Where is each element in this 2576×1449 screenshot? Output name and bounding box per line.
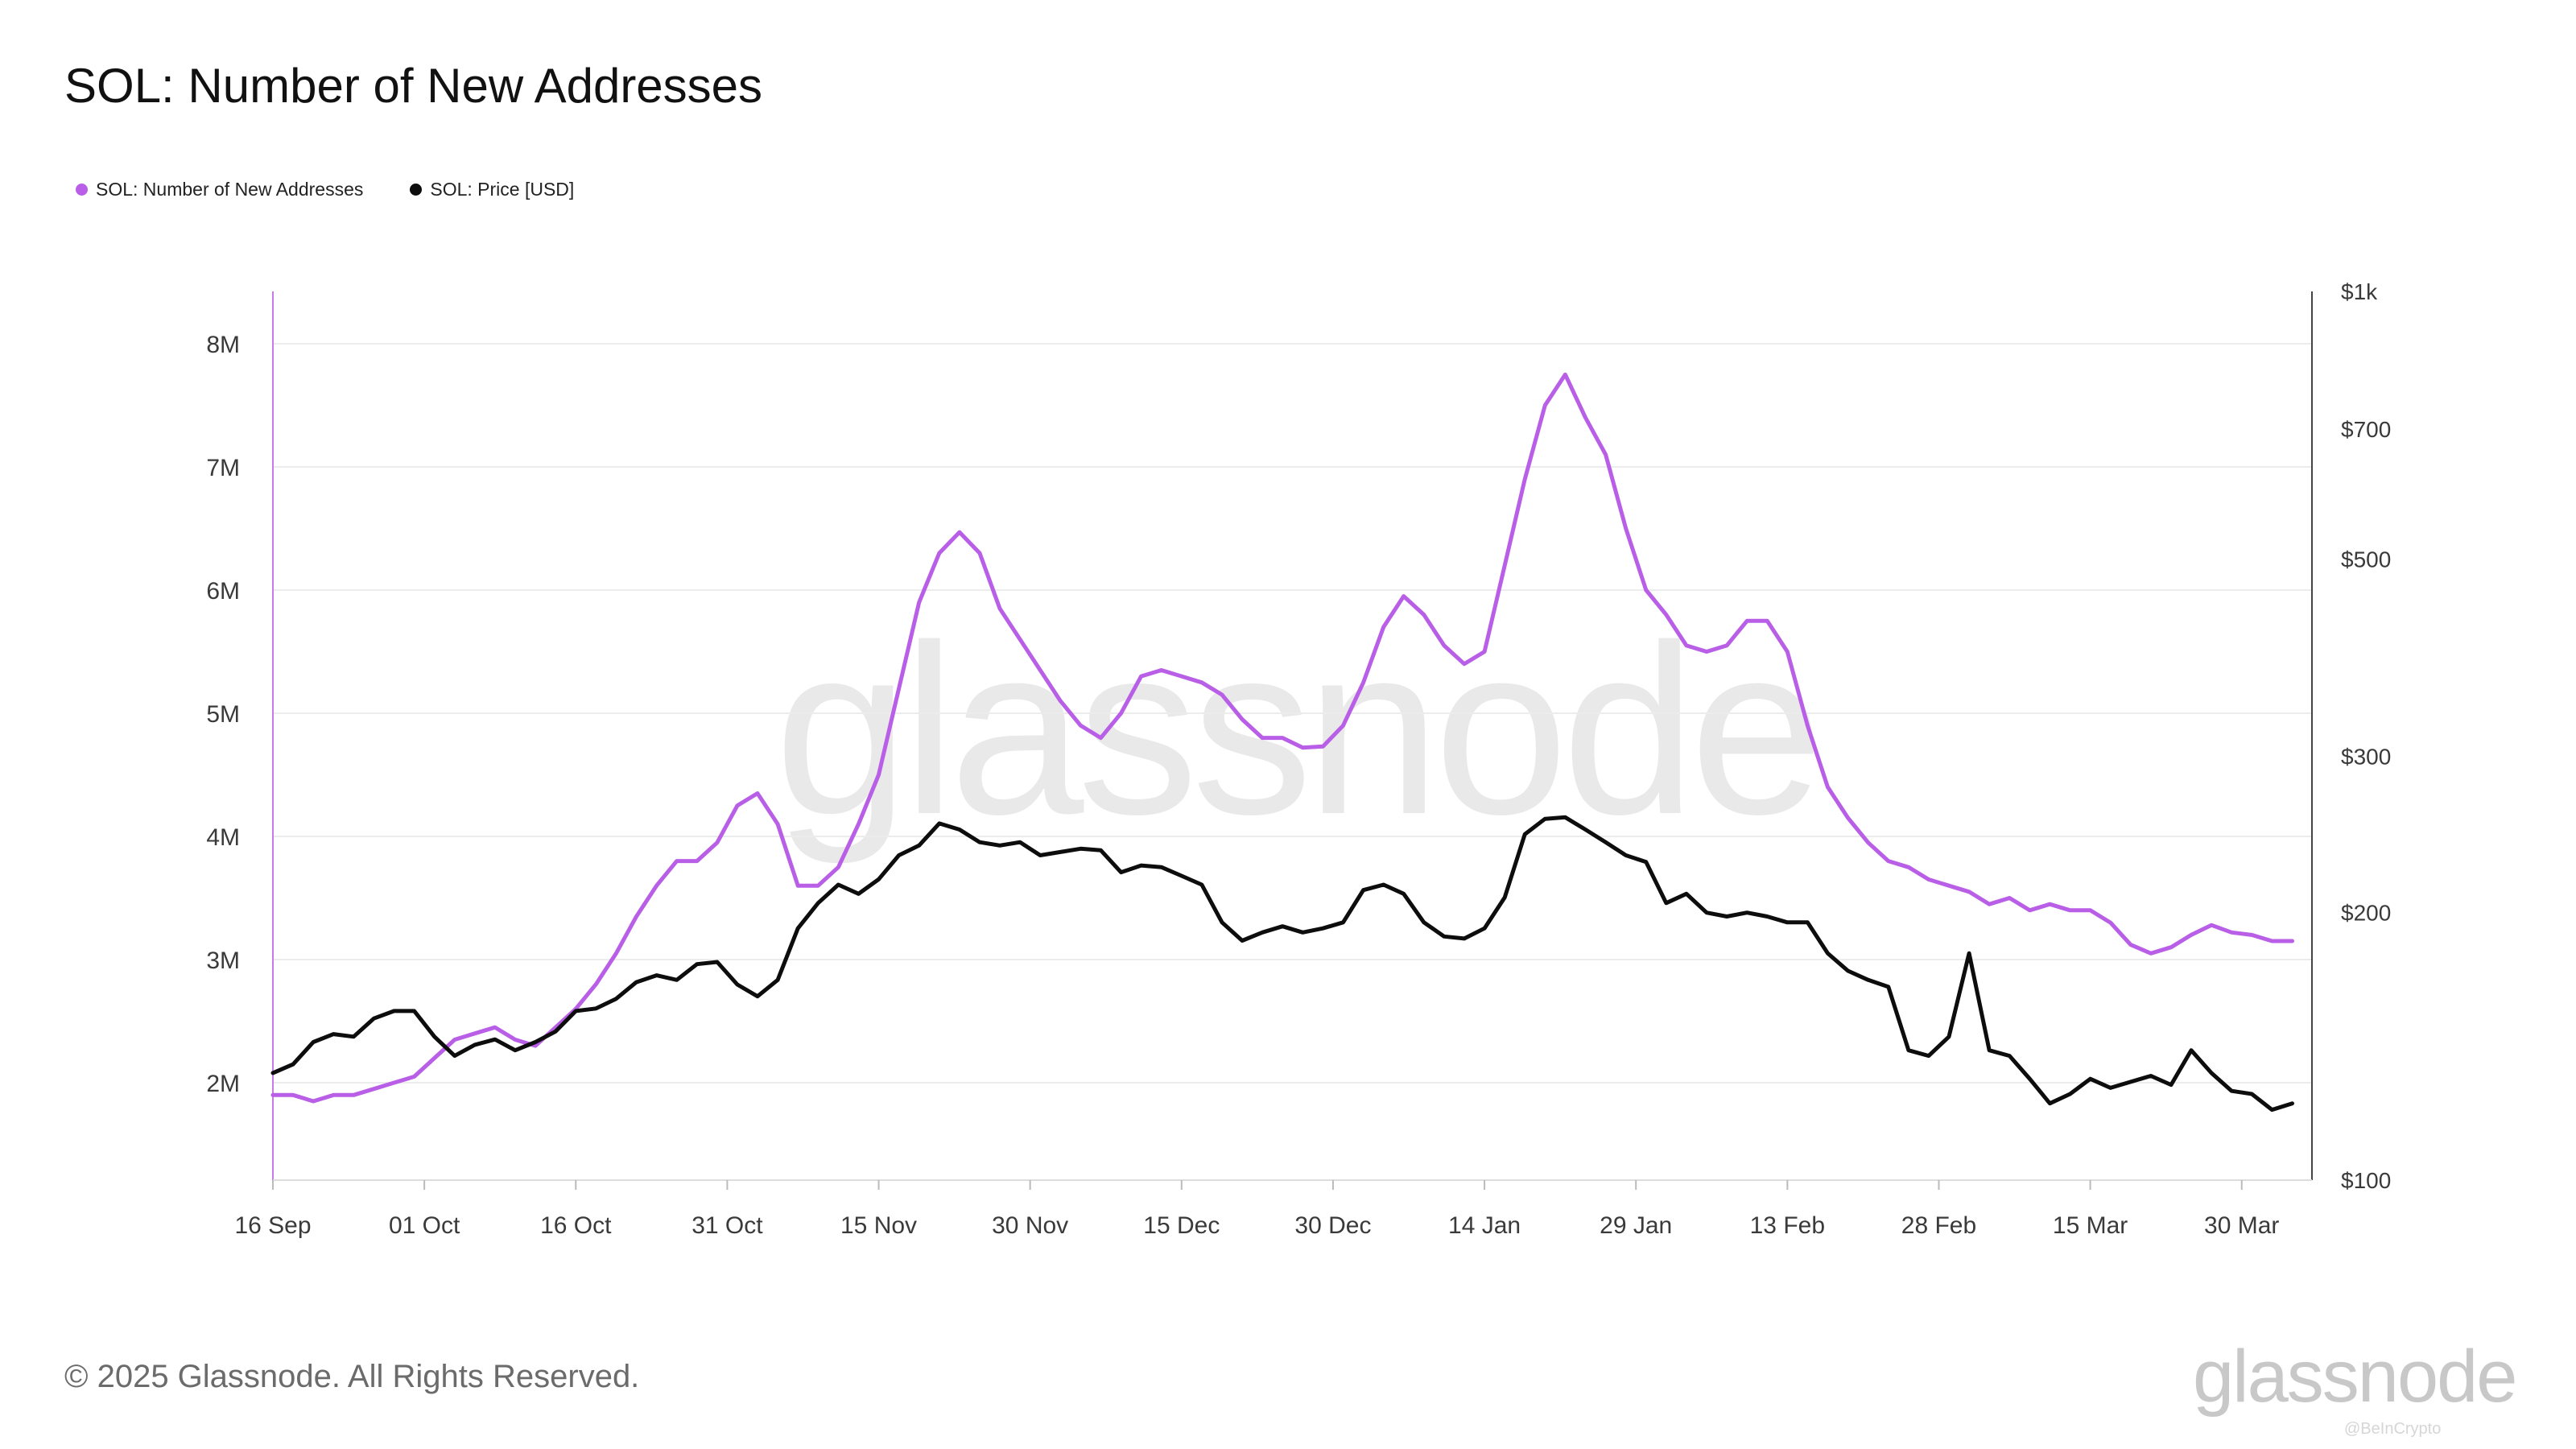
left-axis-tick-label: 5M: [206, 701, 240, 728]
right-axis-tick-label: $100: [2341, 1168, 2391, 1193]
glassnode-logo: glassnode: [2193, 1335, 2517, 1418]
left-axis-tick-label: 3M: [206, 947, 240, 974]
x-axis-tick-label: 16 Oct: [540, 1212, 612, 1239]
right-axis-ticks: $100 $200 $300 $500 $700 $1k: [2341, 279, 2391, 1193]
x-axis-tick-label: 29 Jan: [1600, 1212, 1672, 1239]
chart-axes: [272, 291, 2313, 1181]
x-axis-tick-label: 15 Dec: [1143, 1212, 1220, 1239]
x-axis-ticks: 16 Sep 01 Oct 16 Oct 31 Oct 15 Nov 30 Nov 15 D…: [234, 1180, 2279, 1239]
x-axis-tick-label: 15 Nov: [840, 1212, 917, 1239]
legend-item-price[interactable]: SOL: Price [USD]: [410, 179, 574, 200]
x-axis-tick-label: 01 Oct: [389, 1212, 460, 1239]
legend-label-price: SOL: Price [USD]: [430, 179, 575, 200]
chart-title: SOL: Number of New Addresses: [64, 59, 763, 113]
legend: SOL: Number of New Addresses SOL: Price …: [76, 179, 574, 200]
copyright-notice: © 2025 Glassnode. All Rights Reserved.: [64, 1359, 640, 1394]
left-axis-tick-label: 6M: [206, 578, 240, 605]
right-axis-tick-label: $200: [2341, 901, 2391, 926]
right-axis-tick-label: $1k: [2341, 279, 2378, 304]
left-axis-tick-label: 4M: [206, 824, 240, 851]
series-line-new-addresses[interactable]: [270, 372, 2294, 1104]
chart-watermark: glassnode: [774, 594, 1818, 866]
x-axis-tick-label: 14 Jan: [1448, 1212, 1521, 1239]
legend-item-new-addresses[interactable]: SOL: Number of New Addresses: [76, 179, 363, 200]
left-axis-tick-label: 2M: [206, 1071, 240, 1097]
x-axis-tick-label: 30 Mar: [2204, 1212, 2279, 1239]
left-axis-tick-label: 7M: [206, 455, 240, 481]
x-axis-tick-label: 28 Feb: [1901, 1212, 1976, 1239]
legend-swatch-new-addresses: [76, 184, 88, 196]
right-axis-tick-label: $700: [2341, 417, 2391, 442]
x-axis-tick-label: 30 Dec: [1294, 1212, 1371, 1239]
legend-label-new-addresses: SOL: Number of New Addresses: [96, 179, 364, 200]
x-axis-tick-label: 13 Feb: [1750, 1212, 1825, 1239]
right-axis-tick-label: $500: [2341, 547, 2391, 572]
chart-series: [270, 372, 2294, 1113]
series-line-price[interactable]: [270, 815, 2294, 1113]
x-axis-tick-label: 15 Mar: [2053, 1212, 2128, 1239]
right-axis-tick-label: $300: [2341, 744, 2391, 769]
x-axis-tick-label: 30 Nov: [992, 1212, 1068, 1239]
legend-swatch-price: [410, 184, 423, 196]
x-axis-tick-label: 31 Oct: [691, 1212, 763, 1239]
left-axis-ticks: 2M 3M 4M 5M 6M 7M 8M: [206, 332, 240, 1097]
x-axis-tick-label: 16 Sep: [234, 1212, 311, 1239]
left-axis-tick-label: 8M: [206, 332, 240, 358]
grid-lines: [273, 343, 2312, 1084]
credit-watermark: @BeInCrypto: [2344, 1420, 2442, 1438]
